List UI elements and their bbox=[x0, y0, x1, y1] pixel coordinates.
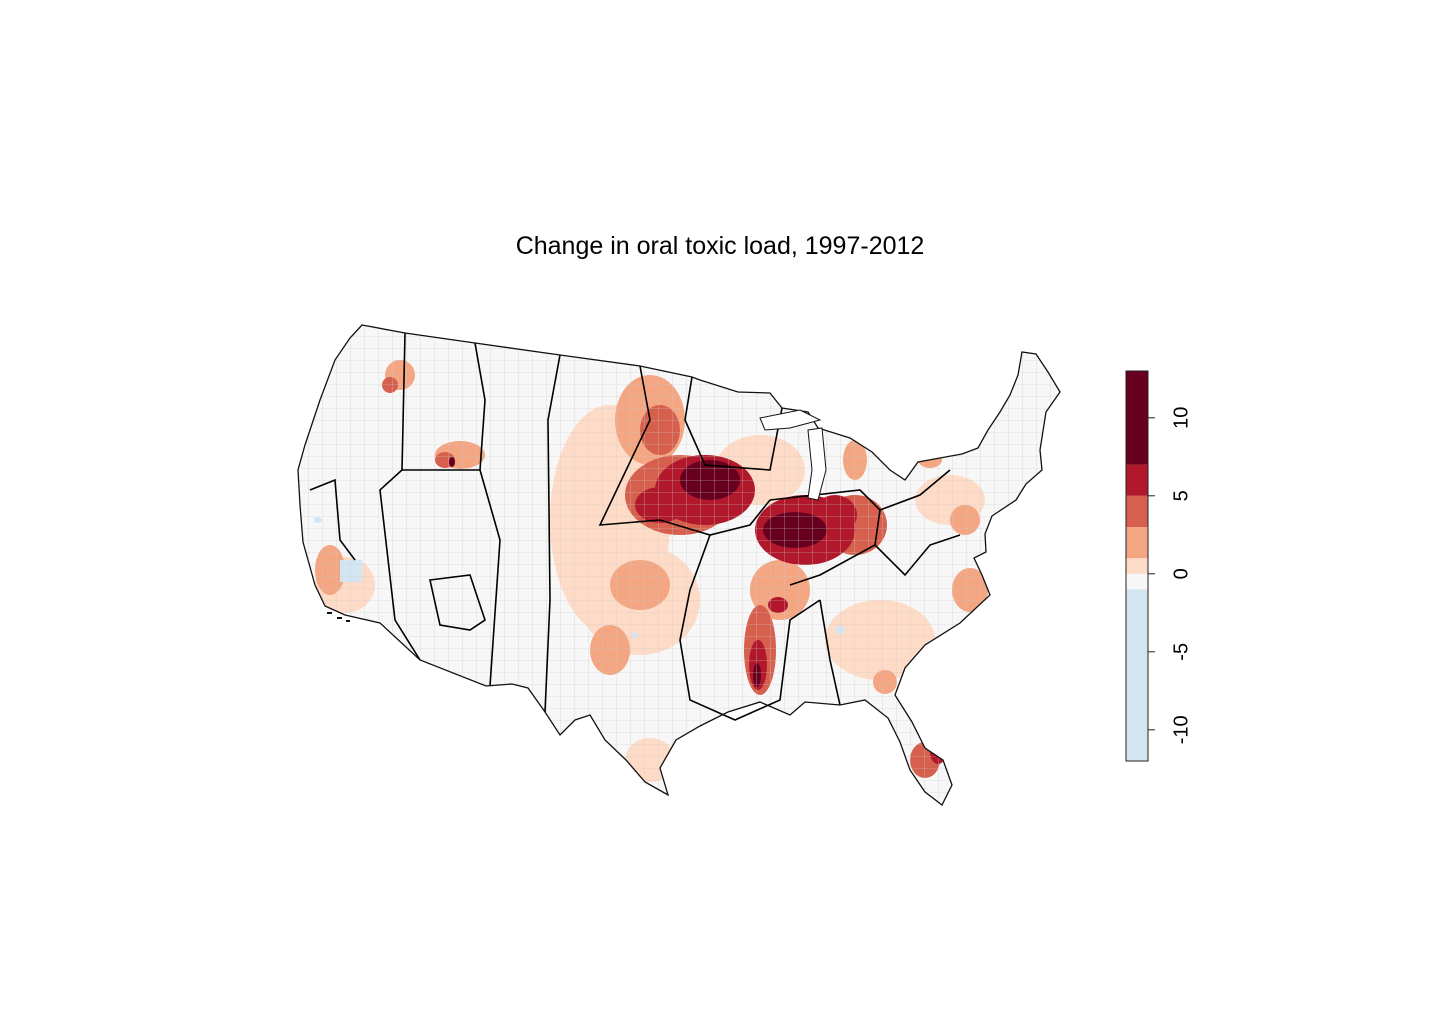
us-map bbox=[297, 324, 1061, 806]
legend-tick-label-0: 10 bbox=[1170, 407, 1192, 429]
legend-bin-3 bbox=[1126, 527, 1148, 559]
legend-tick-label-3: -5 bbox=[1170, 643, 1192, 661]
legend-bin-1 bbox=[1126, 573, 1148, 590]
map-title: Change in oral toxic load, 1997-2012 bbox=[516, 232, 925, 260]
channel-islands bbox=[327, 612, 350, 622]
island-3 bbox=[346, 620, 350, 622]
border-mountain bbox=[479, 469, 501, 687]
border-northern-plains bbox=[598, 365, 771, 536]
border-upper-midwest bbox=[684, 376, 783, 471]
legend-bins bbox=[1126, 371, 1148, 761]
border-pacific-sw bbox=[379, 469, 421, 661]
region-borders bbox=[309, 332, 961, 721]
color-legend: 10 5 0 -5 -10 bbox=[1125, 370, 1192, 762]
legend-bin-2 bbox=[1126, 558, 1148, 574]
legend-bin-5 bbox=[1126, 464, 1148, 496]
legend-tick-label-2: 0 bbox=[1170, 568, 1192, 579]
legend-frame bbox=[1125, 370, 1149, 762]
border-northeast bbox=[879, 469, 951, 511]
great-lakes bbox=[759, 409, 827, 501]
county-fill-layer bbox=[298, 325, 1060, 805]
legend-tick-label-4: -10 bbox=[1170, 715, 1192, 744]
county-grid bbox=[298, 325, 1060, 805]
legend-bin-0 bbox=[1126, 589, 1148, 761]
border-corn-belt bbox=[769, 489, 881, 586]
us-outline bbox=[297, 324, 1061, 806]
island-2 bbox=[337, 617, 342, 619]
border-ca-interior bbox=[309, 478, 356, 561]
lake-superior bbox=[759, 409, 822, 431]
border-plains-west bbox=[544, 354, 561, 713]
border-delta bbox=[679, 534, 821, 721]
border-nv-basin bbox=[429, 574, 486, 631]
border-southeast bbox=[819, 599, 841, 706]
legend-tick-label-1: 5 bbox=[1170, 490, 1192, 501]
legend-ticks: 10 5 0 -5 -10 bbox=[1148, 407, 1192, 744]
island-1 bbox=[327, 612, 332, 614]
lake-michigan bbox=[807, 427, 827, 501]
border-appalachia bbox=[874, 534, 961, 577]
legend-bin-4 bbox=[1126, 495, 1148, 527]
legend-bin-6 bbox=[1126, 371, 1148, 465]
